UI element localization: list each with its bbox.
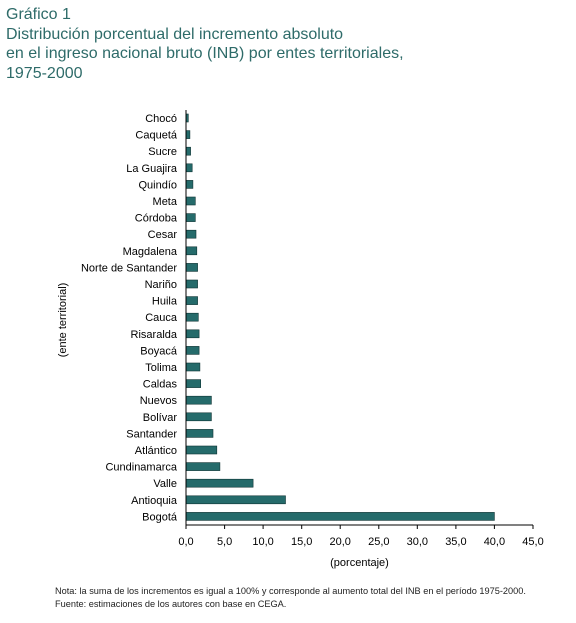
category-label-santander: Santander [126, 428, 177, 440]
bar-antioquia [185, 495, 286, 505]
bar-narino [185, 279, 198, 289]
title-line-3: 1975-2000 [6, 64, 83, 82]
bar-valle [185, 478, 254, 488]
bar-sucre [185, 146, 191, 156]
x-ticks-group: 0,0 5,0 10,0 15,0 20,0 25,0 30,0 35,0 40,0 45,0 [178, 525, 544, 548]
y-axis-title: (ente territorial) [57, 283, 69, 358]
bar-santander [185, 429, 214, 438]
bar-la-guajira [185, 163, 193, 173]
bar-cesar [185, 229, 197, 239]
source-text: Fuente: estimaciones de los autores con … [55, 598, 287, 609]
category-label-cordoba: Córdoba [135, 213, 178, 225]
category-label-bolivar: Bolívar [143, 412, 178, 424]
bar-boyaca [185, 346, 200, 355]
category-label-valle: Valle [153, 478, 177, 490]
x-axis-title: (porcentaje) [330, 557, 389, 569]
bar-nuevos [185, 395, 212, 405]
bars-group [185, 113, 495, 521]
bar-bolivar [185, 412, 212, 422]
bar-cordoba [185, 213, 196, 222]
category-label-sucre: Sucre [148, 146, 177, 158]
bar-cauca [185, 312, 199, 322]
x-tick-label: 5,0 [217, 536, 232, 548]
bar-tolima [185, 362, 201, 372]
figure-label: Gráfico 1 [6, 6, 71, 23]
category-label-la-guajira: La Guajira [126, 163, 178, 175]
category-label-quindio: Quindío [138, 179, 177, 191]
x-tick-label: 10,0 [252, 536, 273, 548]
category-label-narino: Nariño [145, 279, 177, 291]
x-tick-label: 0,0 [178, 536, 193, 548]
category-label-choco: Chocó [145, 113, 177, 125]
category-labels-group: Chocó Caquetá Sucre La Guajira Quindío Meta Có… [81, 113, 178, 523]
chart-title-block: Gráfico 1 Distribución porcentual del in… [6, 5, 566, 83]
category-label-magdalena: Magdalena [123, 246, 178, 258]
category-label-atlantico: Atlántico [135, 445, 177, 457]
x-tick-label: 45,0 [522, 536, 543, 548]
bar-caqueta [185, 130, 191, 139]
bar-meta [185, 196, 196, 206]
footnotes: Nota: la suma de los incrementos es igua… [55, 585, 570, 610]
x-tick-label: 20,0 [329, 536, 350, 548]
title-line-2: en el ingreso nacional bruto (INB) por e… [6, 45, 404, 62]
x-tick-label: 15,0 [291, 536, 312, 548]
category-label-bogota: Bogotá [142, 511, 178, 523]
bar-caldas [185, 379, 201, 388]
x-tick-label: 40,0 [484, 536, 505, 548]
bar-risaralda [185, 329, 200, 339]
x-tick-label: 25,0 [368, 536, 389, 548]
bar-quindio [185, 180, 194, 189]
bar-huila [185, 296, 198, 305]
category-label-risaralda: Risaralda [131, 329, 178, 341]
category-label-caqueta: Caquetá [135, 130, 177, 142]
category-label-cauca: Cauca [145, 312, 178, 324]
category-label-huila: Huila [152, 296, 178, 308]
category-label-caldas: Caldas [143, 379, 178, 391]
bar-magdalena [185, 246, 198, 256]
category-label-cundinamarca: Cundinamarca [105, 462, 177, 474]
bar-bogota [185, 512, 495, 521]
category-label-boyaca: Boyacá [140, 345, 178, 357]
x-tick-label: 30,0 [407, 536, 428, 548]
category-label-cesar: Cesar [148, 229, 178, 241]
bar-norte-de-santander [185, 263, 198, 272]
bar-cundinamarca [185, 462, 221, 471]
category-label-antioquia: Antioquia [131, 495, 178, 507]
category-label-tolima: Tolima [145, 362, 178, 374]
category-label-norte-de-santander: Norte de Santander [81, 262, 177, 274]
bar-atlantico [185, 445, 218, 455]
x-tick-label: 35,0 [445, 536, 466, 548]
title-line-1: Distribución porcentual del incremento a… [6, 25, 344, 43]
category-label-nuevos: Nuevos [140, 395, 178, 407]
note-text: Nota: la suma de los incrementos es igua… [55, 586, 526, 596]
category-label-meta: Meta [153, 196, 178, 208]
